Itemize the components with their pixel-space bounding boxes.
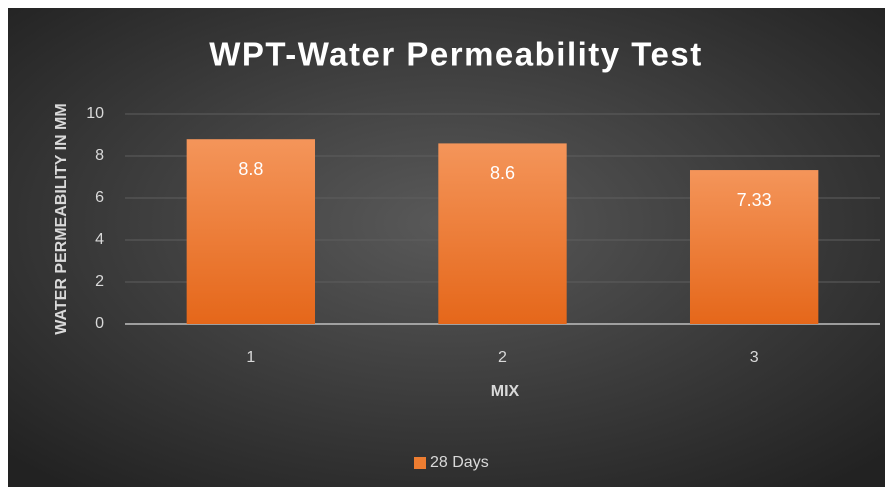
y-tick-label: 4	[95, 231, 104, 248]
x-axis-label: MIX	[491, 383, 520, 400]
bar	[186, 139, 316, 324]
legend-label: 28 Days	[430, 454, 489, 471]
y-tick-label: 8	[95, 147, 104, 164]
legend-swatch	[414, 457, 426, 469]
data-label: 7.33	[737, 190, 772, 210]
x-tick-label: 1	[246, 349, 255, 366]
bar	[689, 170, 819, 324]
y-tick-label: 0	[95, 315, 104, 332]
x-tick-label: 3	[750, 349, 759, 366]
y-tick-label: 10	[86, 105, 104, 122]
y-axis-label: WATER PERMEABILITY IN MM	[53, 103, 70, 334]
y-tick-label: 2	[95, 273, 104, 290]
data-label: 8.8	[238, 159, 263, 179]
chart-title: WPT-Water Permeability Test	[209, 36, 702, 73]
x-tick-label: 2	[498, 349, 507, 366]
y-tick-label: 6	[95, 189, 104, 206]
bar	[438, 143, 567, 324]
data-label: 8.6	[490, 163, 515, 183]
